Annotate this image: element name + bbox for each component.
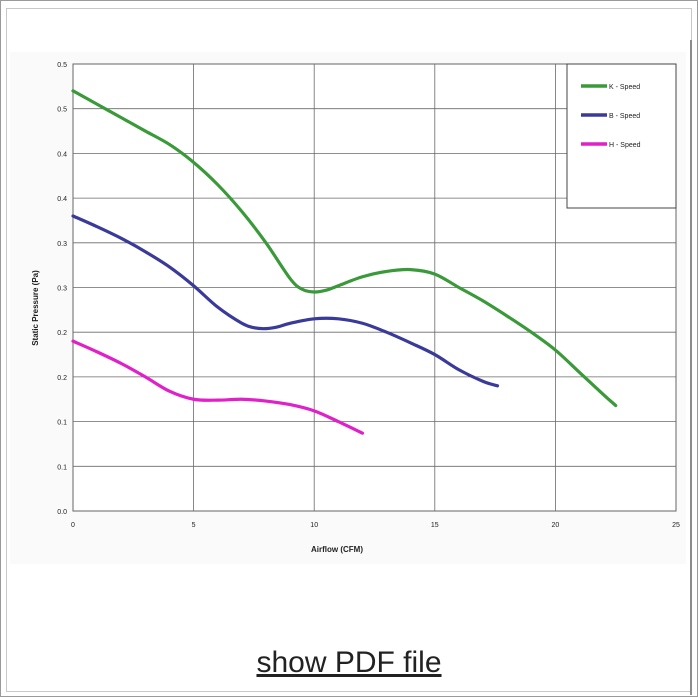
legend-label: H - Speed: [609, 142, 641, 149]
axes: 0.0 0.1 0.1 0.2 0.2 0.3 0.3 0.4 0.4 0.5 0.5 0 5 10 15 2…: [57, 62, 680, 529]
legend-label: B - Speed: [609, 113, 640, 120]
show-pdf-link[interactable]: show PDF file: [256, 646, 442, 679]
x-tick-label: 5: [192, 522, 196, 529]
series-lines: [71, 89, 618, 435]
y-tick-label: 0.2: [57, 375, 67, 382]
y-tick-label: 0.2: [57, 330, 67, 337]
scroll-edge: [690, 40, 692, 695]
legend-box: [566, 63, 677, 209]
chart-legend: K - Speed B - Speed H - Speed: [566, 63, 677, 209]
y-tick-label: 0.5: [57, 62, 67, 69]
series-line-3: [71, 339, 365, 435]
legend-label: K - Speed: [609, 84, 640, 91]
y-tick-label: 0.4: [57, 151, 67, 158]
y-tick-label: 0.4: [57, 196, 67, 203]
y-tick-label: 0.1: [57, 464, 67, 471]
y-tick-label: 0.1: [57, 420, 67, 427]
x-tick-label: 25: [672, 522, 680, 529]
series-line-1: [71, 89, 618, 408]
x-tick-label: 10: [310, 522, 318, 529]
y-axis-label: Static Pressure (Pa): [31, 270, 40, 346]
series-line-2: [71, 214, 500, 388]
x-axis-label: Airflow (CFM): [311, 545, 363, 554]
grid-lines: [72, 63, 677, 512]
x-tick-label: 20: [552, 522, 560, 529]
y-tick-label: 0.3: [57, 241, 67, 248]
y-tick-label: 0.3: [57, 286, 67, 293]
x-tick-label: 15: [431, 522, 439, 529]
y-tick-label: 0.0: [57, 509, 67, 516]
y-tick-label: 0.5: [57, 107, 67, 114]
fan-curve-chart: 0.0 0.1 0.1 0.2 0.2 0.3 0.3 0.4 0.4 0.5 0.5 0 5 10 15 2…: [10, 52, 686, 564]
chart-svg: 0.0 0.1 0.1 0.2 0.2 0.3 0.3 0.4 0.4 0.5 0.5 0 5 10 15 2…: [31, 62, 680, 554]
x-tick-label: 0: [71, 522, 75, 529]
